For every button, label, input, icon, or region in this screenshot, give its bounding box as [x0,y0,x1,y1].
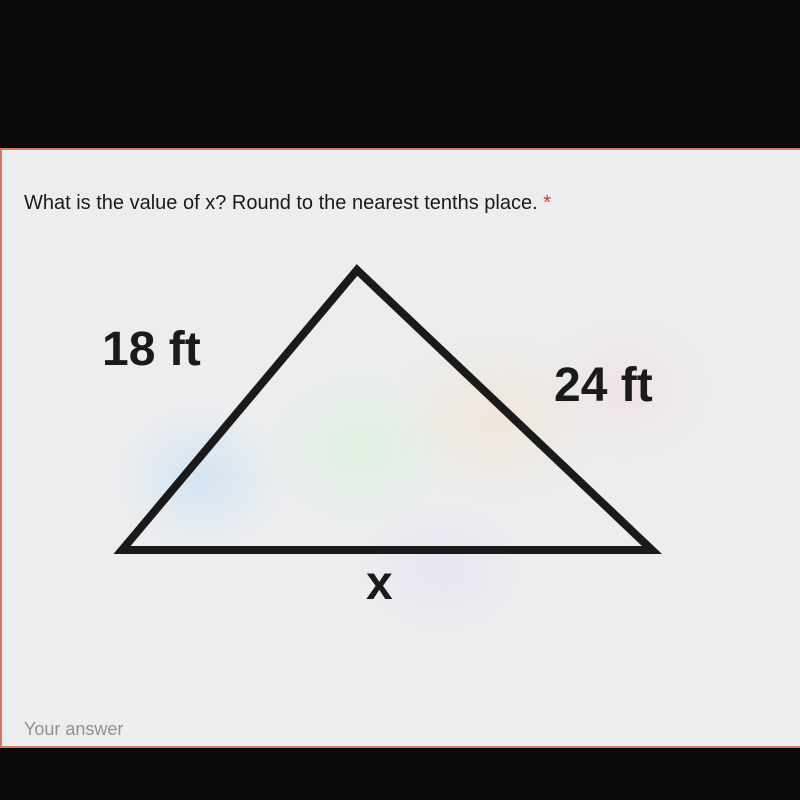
top-letterbox [0,0,800,148]
side-label-bottom: x [366,556,393,611]
side-label-left: 18 ft [102,322,201,377]
bottom-letterbox [0,748,800,800]
question-text: What is the value of x? Round to the nea… [24,192,551,215]
side-label-right: 24 ft [554,358,653,413]
triangle-svg [82,260,682,580]
worksheet-card: What is the value of x? Round to the nea… [0,148,800,748]
triangle-diagram: 18 ft 24 ft x [82,260,682,620]
question-body: What is the value of x? Round to the nea… [24,192,543,214]
required-asterisk: * [543,192,551,214]
answer-prompt: Your answer [24,719,123,740]
